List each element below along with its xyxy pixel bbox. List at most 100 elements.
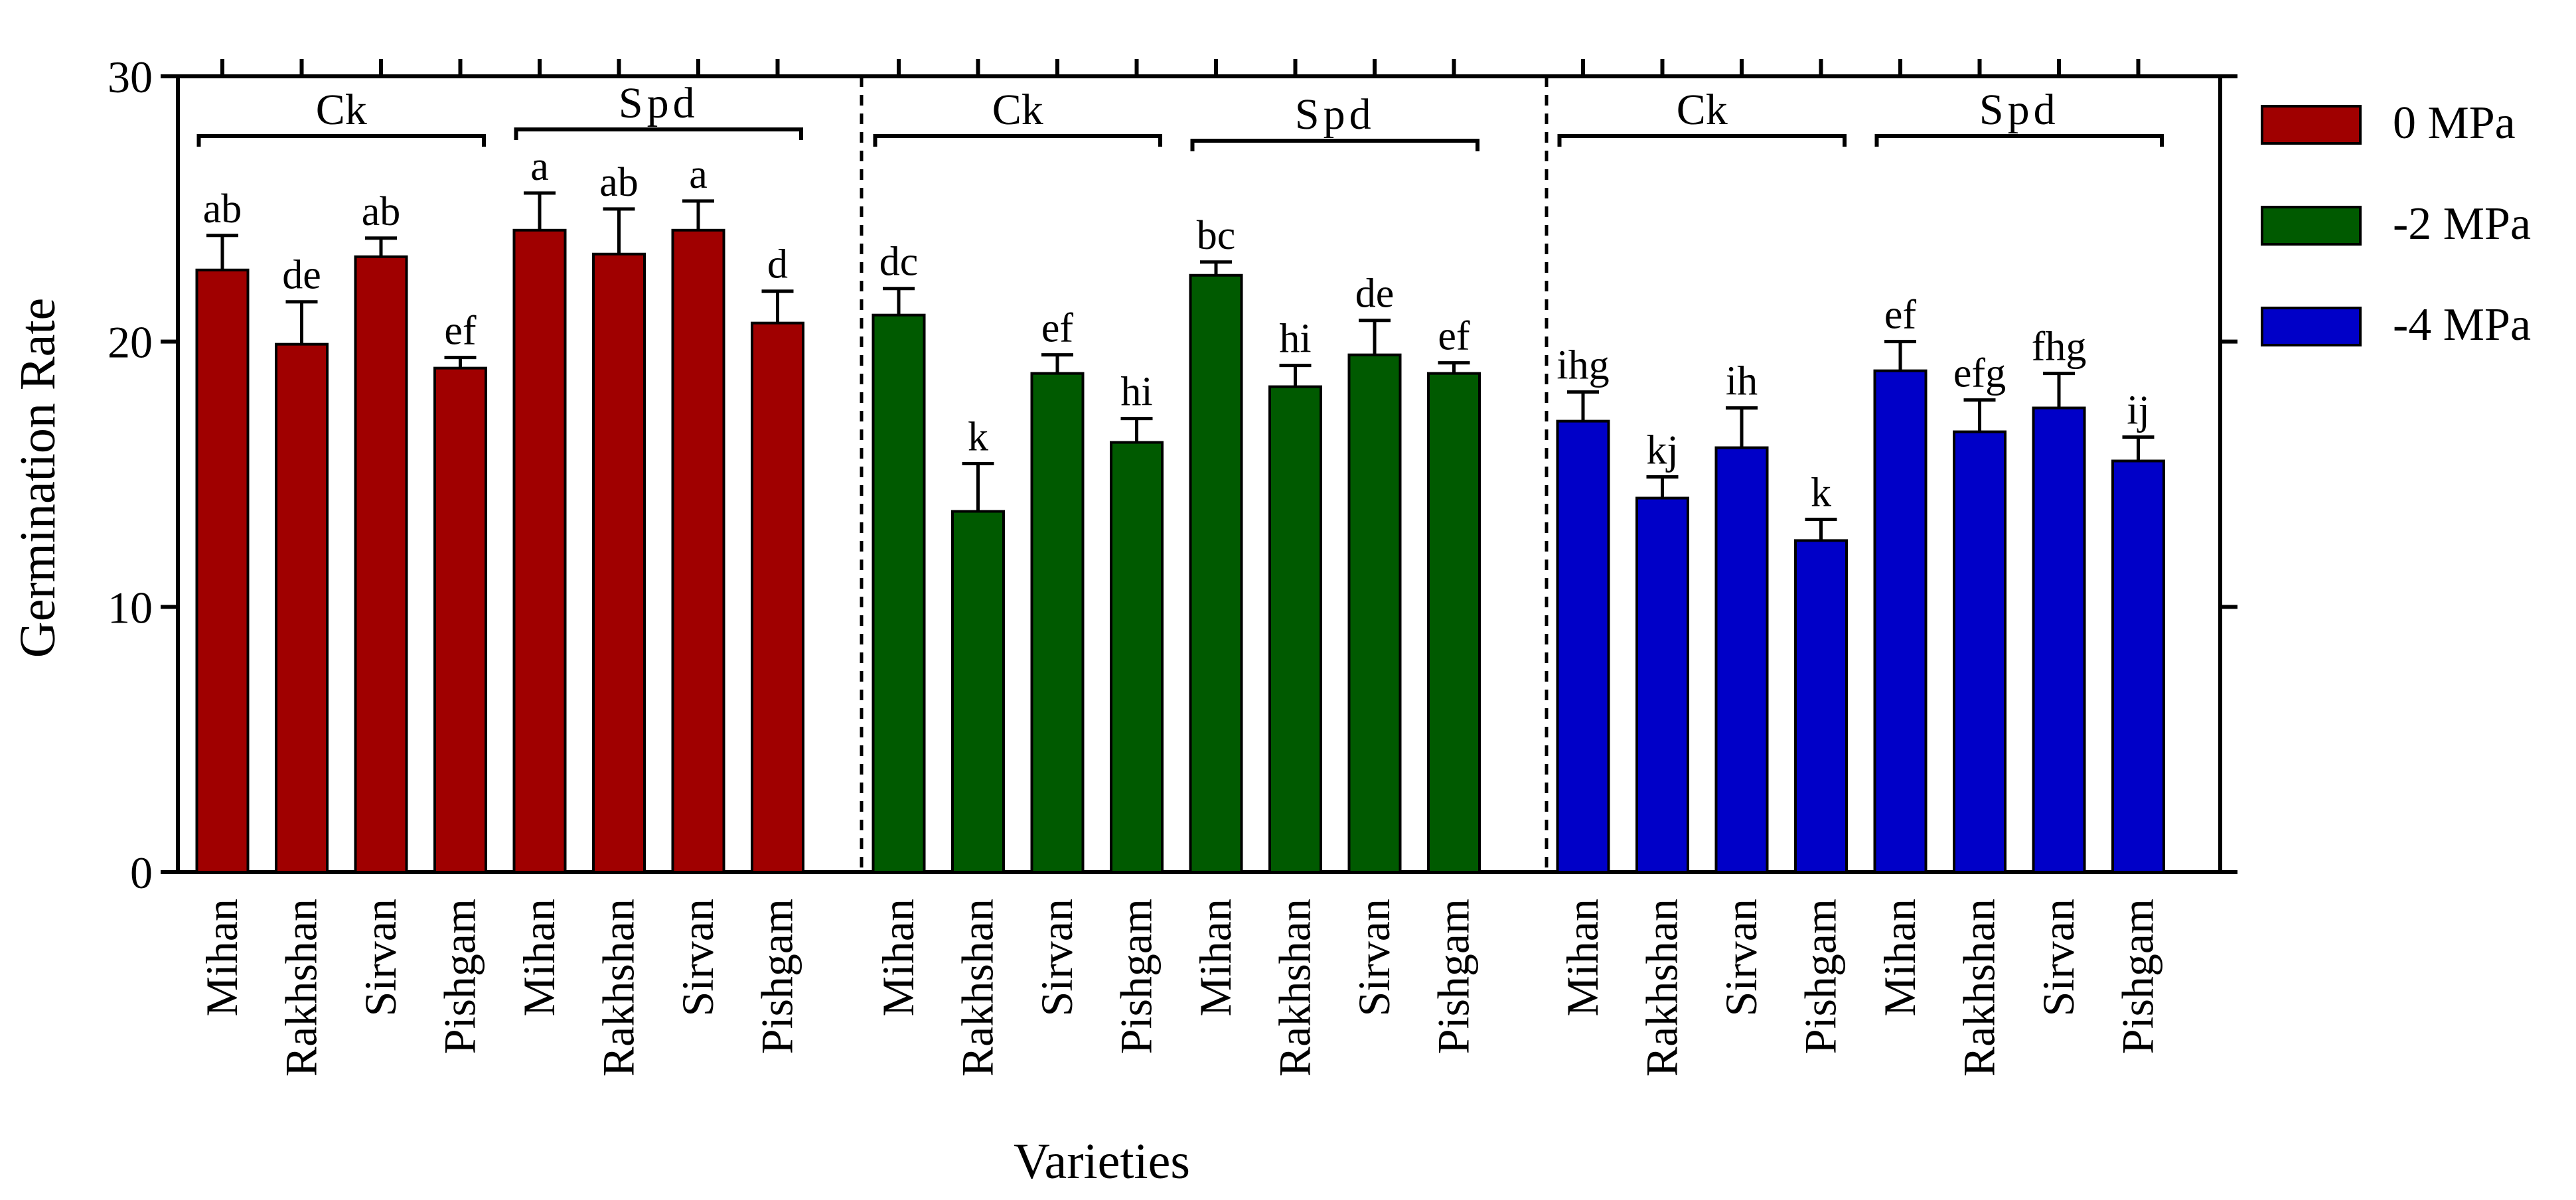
bracket-label: Ck: [992, 86, 1043, 134]
bracket-Spd: [1190, 139, 1479, 151]
x-axis-title: Varieties: [1014, 1134, 1190, 1189]
x-tick-label: Rakhshan: [276, 899, 327, 1077]
bracket-Ck: [1557, 134, 1847, 147]
significance-letter: hi: [1120, 370, 1152, 415]
x-tick-label: Rakhshan: [1637, 899, 1687, 1077]
bar-2MPa-Ck-Pishgam: [1110, 441, 1164, 873]
x-tick-label: Sirvan: [1031, 899, 1082, 1017]
significance-letter: kj: [1646, 427, 1678, 473]
bar-4MPa-Ck-Pishgam: [1794, 539, 1848, 874]
significance-letter: fhg: [2032, 325, 2087, 370]
significance-letter: ef: [444, 309, 477, 354]
bar-4MPa-Spd-Rakhshan: [1953, 430, 2007, 873]
legend-swatch: [2261, 307, 2362, 346]
legend: 0 MPa -2 MPa -4 MPa: [2261, 98, 2531, 350]
x-tick-label: Mihan: [1190, 899, 1241, 1017]
x-tick-label: Pishgam: [1111, 899, 1162, 1054]
bar-0MPa-Spd-Rakhshan: [592, 252, 646, 873]
bar-0MPa-Ck-Pishgam: [433, 366, 487, 873]
bar-4MPa-Ck-Sirvan: [1714, 446, 1769, 873]
significance-letter: k: [1811, 470, 1831, 515]
significance-letter: hi: [1279, 317, 1311, 362]
significance-letter: ihg: [1556, 343, 1609, 388]
significance-letter: ef: [1041, 306, 1074, 351]
x-tick-label: Rakhshan: [1270, 899, 1320, 1077]
x-tick-label: Pishgam: [752, 899, 802, 1054]
significance-letter: ij: [2127, 388, 2149, 433]
significance-letter: de: [1355, 271, 1395, 317]
y-tick-label: 30: [108, 52, 153, 102]
significance-letter: efg: [1953, 351, 2006, 396]
bar-0MPa-Spd-Pishgam: [751, 321, 804, 873]
x-tick-label: Sirvan: [1349, 899, 1399, 1017]
bar-0MPa-Spd-Sirvan: [671, 228, 725, 874]
significance-letter: k: [968, 415, 988, 460]
bar-2MPa-Spd-Mihan: [1189, 273, 1243, 873]
bar-0MPa-Spd-Mihan: [512, 228, 567, 874]
legend-swatch: [2261, 206, 2362, 246]
x-tick-label: Sirvan: [2033, 899, 2084, 1017]
error-bars: [206, 191, 2155, 541]
x-tick-label: Sirvan: [355, 899, 406, 1017]
x-tick-label: Mihan: [1557, 899, 1608, 1017]
y-tick-label: 0: [130, 848, 153, 898]
significance-letter: dc: [879, 240, 919, 285]
bar-2MPa-Ck-Sirvan: [1030, 372, 1085, 873]
bar-2MPa-Ck-Rakhshan: [951, 510, 1005, 873]
x-tick-label: Pishgam: [2113, 899, 2163, 1054]
significance-letter: ab: [362, 189, 401, 234]
bar-4MPa-Spd-Mihan: [1873, 369, 1928, 873]
x-tick-label: Rakhshan: [1954, 899, 2005, 1077]
treatment-brackets: Ck Spd Ck Spd Ck Spd: [196, 79, 2164, 151]
bar-0MPa-Ck-Rakhshan: [275, 342, 329, 873]
bar-2MPa-Spd-Sirvan: [1347, 353, 1402, 873]
significance-letter: ab: [599, 160, 639, 205]
legend-label: 0 MPa: [2393, 98, 2516, 149]
bar-0MPa-Ck-Mihan: [195, 268, 250, 873]
significance-letter: de: [282, 253, 321, 298]
bracket-Ck: [196, 134, 486, 147]
bracket-label: Ck: [1677, 86, 1728, 134]
significance-letter: ef: [1438, 314, 1470, 359]
x-tick-label: Sirvan: [1716, 899, 1766, 1017]
panel-dividers: [860, 76, 1549, 872]
y-tick-label: 10: [108, 582, 153, 633]
x-tick-label: Sirvan: [672, 899, 723, 1017]
bracket-Spd: [1874, 134, 2164, 147]
x-tick-label: Rakhshan: [952, 899, 1003, 1077]
significance-letter: bc: [1197, 213, 1236, 258]
legend-label: -2 MPa: [2393, 198, 2531, 250]
bar-4MPa-Spd-Sirvan: [2032, 406, 2086, 873]
significance-letter: a: [689, 152, 708, 197]
significance-letter: a: [530, 144, 549, 189]
bracket-label: Spd: [1295, 90, 1375, 139]
x-tick-label: Mihan: [873, 899, 923, 1017]
x-tick-labels: Mihan Rakhshan Sirvan Pishgam Mihan Rakhshan S…: [196, 899, 2163, 1077]
y-tick-label: 20: [108, 317, 153, 368]
x-tick-label: Pishgam: [1428, 899, 1479, 1054]
bracket-label: Ck: [316, 86, 367, 134]
x-tick-label: Mihan: [1874, 899, 1925, 1017]
bracket-label: Spd: [1979, 86, 2060, 134]
significance-letter: ih: [1726, 359, 1758, 404]
y-axis: 0 10 20 30: [108, 52, 2237, 898]
bar-2MPa-Spd-Pishgam: [1427, 372, 1481, 873]
bracket-Spd: [514, 127, 803, 140]
bracket-label: Spd: [619, 79, 699, 127]
bars: [195, 228, 2165, 874]
bar-4MPa-Spd-Pishgam: [2111, 459, 2165, 873]
bracket-Ck: [873, 134, 1162, 147]
bar-0MPa-Ck-Sirvan: [354, 255, 408, 874]
significance-letter: ab: [203, 187, 242, 232]
x-tick-label: Pishgam: [435, 899, 485, 1054]
bar-4MPa-Ck-Mihan: [1556, 419, 1610, 873]
y-axis-title: Germination Rate: [10, 298, 66, 658]
significance-letter: ef: [1884, 293, 1917, 338]
x-tick-label: Mihan: [514, 899, 564, 1017]
legend-swatch: [2261, 105, 2362, 145]
legend-label: -4 MPa: [2393, 299, 2531, 350]
x-tick-label: Rakhshan: [593, 899, 644, 1077]
x-tick-label: Mihan: [196, 899, 247, 1017]
bar-2MPa-Ck-Mihan: [871, 313, 926, 873]
